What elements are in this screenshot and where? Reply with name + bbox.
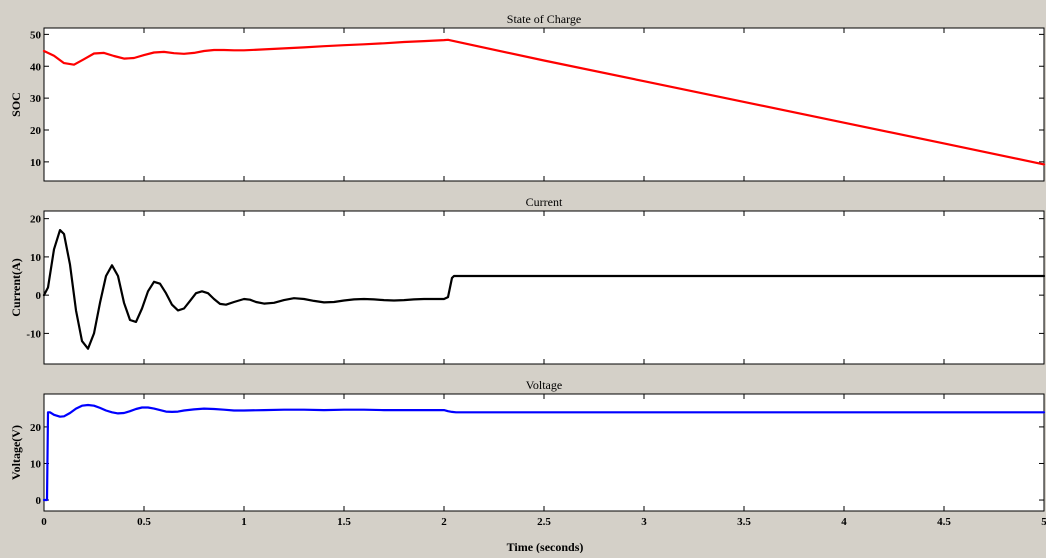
soc-y-tick-label: 40 [30, 61, 42, 73]
x-tick-label: 1 [241, 516, 247, 528]
voltage-y-tick-label: 20 [30, 422, 42, 434]
x-tick-label: 0 [41, 516, 47, 528]
current-y-tick-label: 0 [36, 290, 42, 302]
current-subplot: Current -10 0 10 20 Current(A) [9, 195, 1046, 365]
current-title: Current [526, 195, 563, 209]
x-tick-label: 2.5 [537, 516, 551, 528]
soc-title: State of Charge [507, 12, 581, 26]
voltage-subplot: Voltage 0 0.5 1 1.5 2 2.5 3 3.5 4 4.5 5 0 10 20 Voltage… [9, 378, 1046, 528]
voltage-y-tick-label: 10 [30, 458, 42, 470]
voltage-series-line [42, 403, 1046, 502]
soc-y-tick-label: 30 [30, 93, 42, 105]
x-tick-label: 4 [841, 516, 847, 528]
current-y-tick-label: -10 [26, 328, 41, 340]
soc-y-tick-label: 20 [30, 125, 42, 137]
x-tick-label: 2 [441, 516, 447, 528]
voltage-y-axis-label: Voltage(V) [9, 425, 23, 480]
voltage-title: Voltage [526, 378, 562, 392]
soc-series-line [42, 38, 1046, 166]
x-tick-label: 1.5 [337, 516, 351, 528]
current-plot-area [43, 210, 1045, 365]
soc-plot-area [43, 27, 1045, 182]
x-tick-label: 4.5 [937, 516, 951, 528]
x-tick-label: 3.5 [737, 516, 751, 528]
current-y-axis-label: Current(A) [9, 258, 23, 316]
current-y-tick-label: 20 [30, 214, 42, 226]
soc-y-axis-label: SOC [9, 92, 23, 117]
x-axis-label: Time (seconds) [507, 540, 584, 553]
x-tick-label: 0.5 [137, 516, 151, 528]
voltage-plot-area [43, 393, 1045, 512]
soc-y-tick-label: 50 [30, 29, 42, 41]
soc-y-tick-label: 10 [30, 157, 42, 169]
x-tick-label: 5 [1041, 516, 1046, 528]
current-y-tick-label: 10 [30, 252, 42, 264]
current-series-line [42, 229, 1046, 350]
x-tick-label: 3 [641, 516, 647, 528]
soc-subplot: State of Charge 10 20 30 40 50 SOC [9, 12, 1046, 182]
voltage-y-tick-label: 0 [36, 495, 42, 507]
